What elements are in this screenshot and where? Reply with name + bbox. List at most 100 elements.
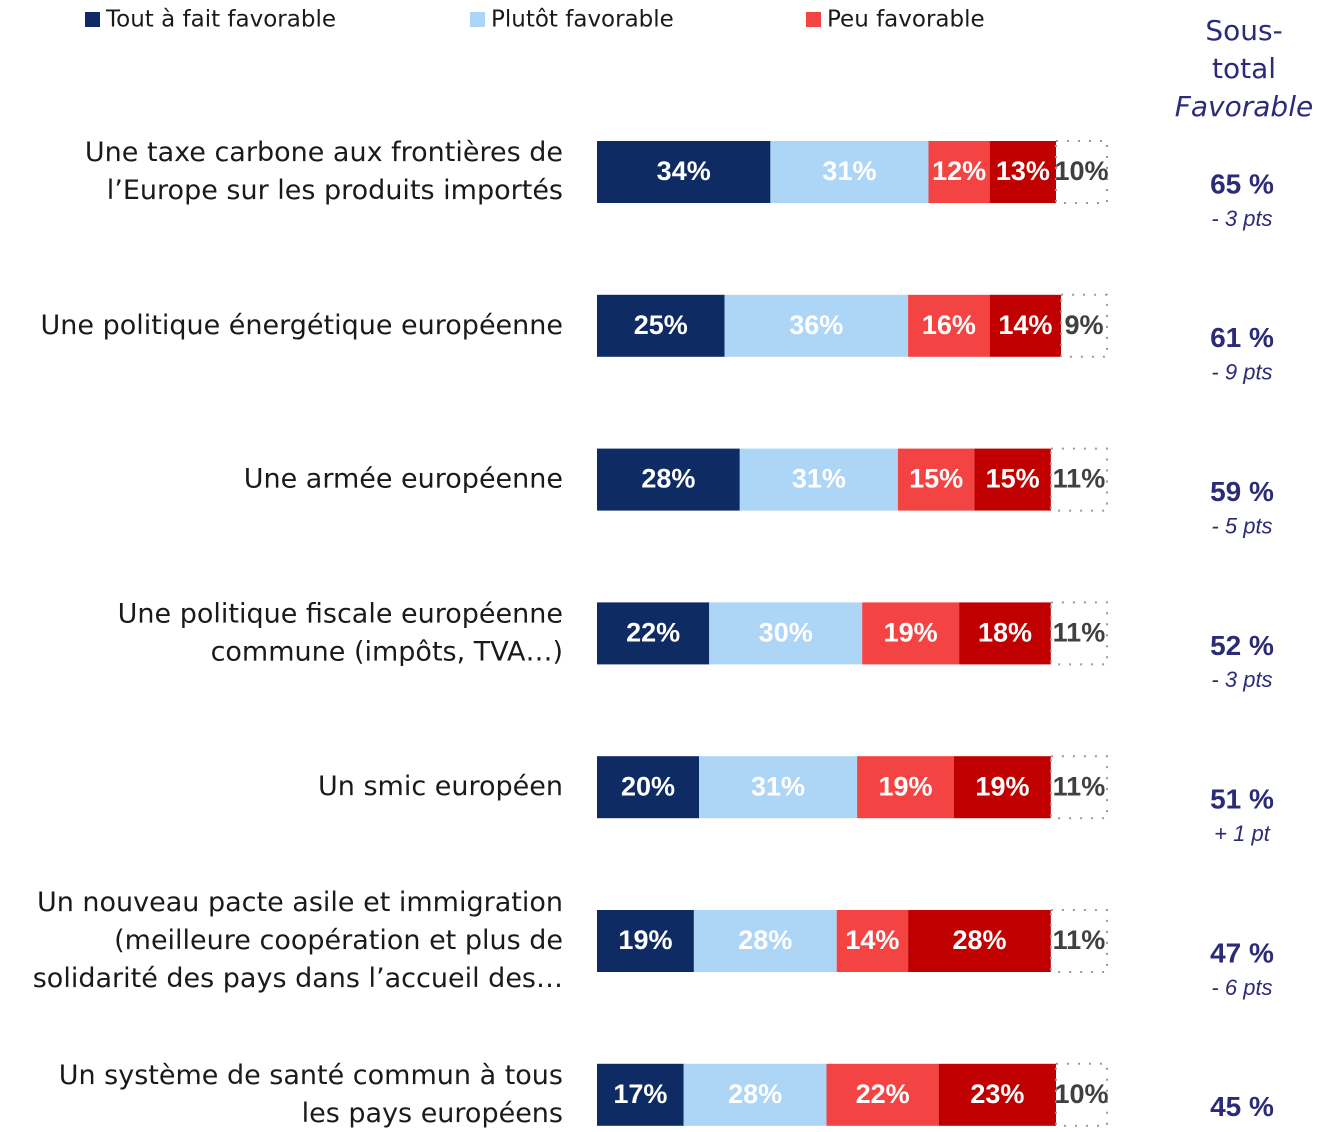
- bar-label: 28%: [728, 1079, 782, 1109]
- bar-segment: [683, 1063, 827, 1126]
- bar-label: 28%: [641, 464, 695, 494]
- bar-segment: [1049, 755, 1109, 820]
- bar-label: 19%: [879, 771, 933, 801]
- bar-label: 12%: [932, 156, 986, 186]
- subtotal: 45 %: [1210, 1091, 1274, 1122]
- bar-label: 30%: [759, 618, 813, 648]
- subtotal-header: Favorable: [1175, 90, 1313, 123]
- bar-segment: [597, 141, 771, 203]
- change: - 9 pts: [1211, 360, 1272, 385]
- subtotal: 52 %: [1210, 630, 1274, 661]
- category-label: Une politique fiscale européenne commune …: [118, 598, 563, 667]
- legend-swatch: [806, 12, 821, 27]
- bar-label: 31%: [822, 156, 876, 186]
- change: + 1 pt: [1214, 821, 1271, 846]
- category-label: Une politique énergétique européenne: [41, 309, 563, 340]
- bar-segment: [1049, 447, 1109, 512]
- legend-label: Peu favorable: [827, 7, 985, 33]
- legend-label: Plutôt favorable: [491, 7, 674, 33]
- bar-segment: [597, 294, 725, 357]
- bar-label: 15%: [909, 464, 963, 494]
- bar-label: 28%: [738, 925, 792, 955]
- bar-label: 9%: [1065, 310, 1104, 340]
- bar-label: 28%: [952, 925, 1006, 955]
- bar-segment: [954, 756, 1051, 819]
- bar-segment: [597, 448, 740, 511]
- bar-segment: [974, 448, 1051, 511]
- subtotal: 51 %: [1210, 784, 1274, 815]
- category-label: Une taxe carbone aux frontières de l’Euro…: [85, 137, 563, 206]
- legend-swatch: [470, 12, 485, 27]
- bar-segment: [1049, 909, 1109, 973]
- category-label: Un smic européen: [318, 771, 563, 802]
- bar-label: 16%: [922, 310, 976, 340]
- bar-label: 10%: [1054, 156, 1108, 186]
- bar-segment: [597, 910, 694, 972]
- category-label: Une armée européenne: [244, 463, 563, 494]
- bar-label: 36%: [789, 310, 843, 340]
- legend-label: Tout à fait favorable: [105, 7, 336, 33]
- bar-segment: [989, 141, 1056, 203]
- bar-segment: [897, 448, 975, 511]
- bar-label: 11%: [1053, 771, 1106, 801]
- bar-label: 31%: [792, 464, 846, 494]
- bar-segment: [989, 294, 1062, 357]
- bar-segment: [1049, 601, 1109, 666]
- bar-label: 11%: [1053, 925, 1106, 955]
- bar-segment: [938, 1063, 1056, 1126]
- change: - 7 pts: [1211, 1129, 1272, 1132]
- subtotal: 47 %: [1210, 937, 1274, 968]
- bar-segment: [908, 910, 1051, 972]
- change: - 3 pts: [1211, 206, 1272, 231]
- bar-segment: [739, 448, 898, 511]
- bar-segment: [597, 756, 699, 819]
- bar-segment: [1055, 1062, 1108, 1127]
- bar-segment: [862, 602, 960, 665]
- bar-label: 14%: [998, 310, 1052, 340]
- subtotal-header: Sous-: [1205, 14, 1282, 47]
- subtotal-header: total: [1212, 52, 1276, 85]
- category-label: Un système de santé commun à tous les pay…: [59, 1059, 563, 1128]
- bar-label: 20%: [621, 771, 675, 801]
- bar-label: 11%: [1053, 464, 1106, 494]
- bar-label: 13%: [996, 156, 1050, 186]
- bar-label: 22%: [856, 1079, 910, 1109]
- bar-segment: [699, 756, 858, 819]
- bar-segment: [597, 1063, 684, 1126]
- bar-segment: [826, 1063, 939, 1126]
- bar-segment: [693, 910, 837, 972]
- legend-swatch: [85, 12, 100, 27]
- bar-label: 34%: [657, 156, 711, 186]
- bar-segment: [959, 602, 1051, 665]
- bar-label: 31%: [751, 771, 805, 801]
- bar-segment: [1055, 140, 1108, 204]
- bar-segment: [928, 141, 990, 203]
- bar-segment: [836, 910, 909, 972]
- bar-segment: [597, 602, 710, 665]
- subtotal: 59 %: [1210, 476, 1274, 507]
- bar-label: 19%: [618, 925, 672, 955]
- bar-label: 15%: [986, 464, 1040, 494]
- bar-segment: [1060, 293, 1108, 358]
- bar-label: 19%: [975, 771, 1029, 801]
- bar-segment: [908, 294, 990, 357]
- change: - 3 pts: [1211, 667, 1272, 692]
- bar-label: 23%: [970, 1079, 1024, 1109]
- bar-label: 10%: [1054, 1079, 1108, 1109]
- bar-label: 22%: [626, 618, 680, 648]
- bar-label: 14%: [845, 925, 899, 955]
- change: - 5 pts: [1211, 513, 1272, 538]
- bar-segment: [709, 602, 863, 665]
- bar-label: 18%: [978, 618, 1032, 648]
- bar-segment: [770, 141, 929, 203]
- bar-label: 11%: [1053, 618, 1106, 648]
- bar-label: 19%: [884, 618, 938, 648]
- subtotal: 61 %: [1210, 322, 1274, 353]
- bar-label: 25%: [634, 310, 688, 340]
- bar-label: 17%: [613, 1079, 667, 1109]
- bar-segment: [724, 294, 909, 357]
- bar-segment: [857, 756, 954, 819]
- change: - 6 pts: [1211, 975, 1272, 1000]
- subtotal: 65 %: [1210, 168, 1274, 199]
